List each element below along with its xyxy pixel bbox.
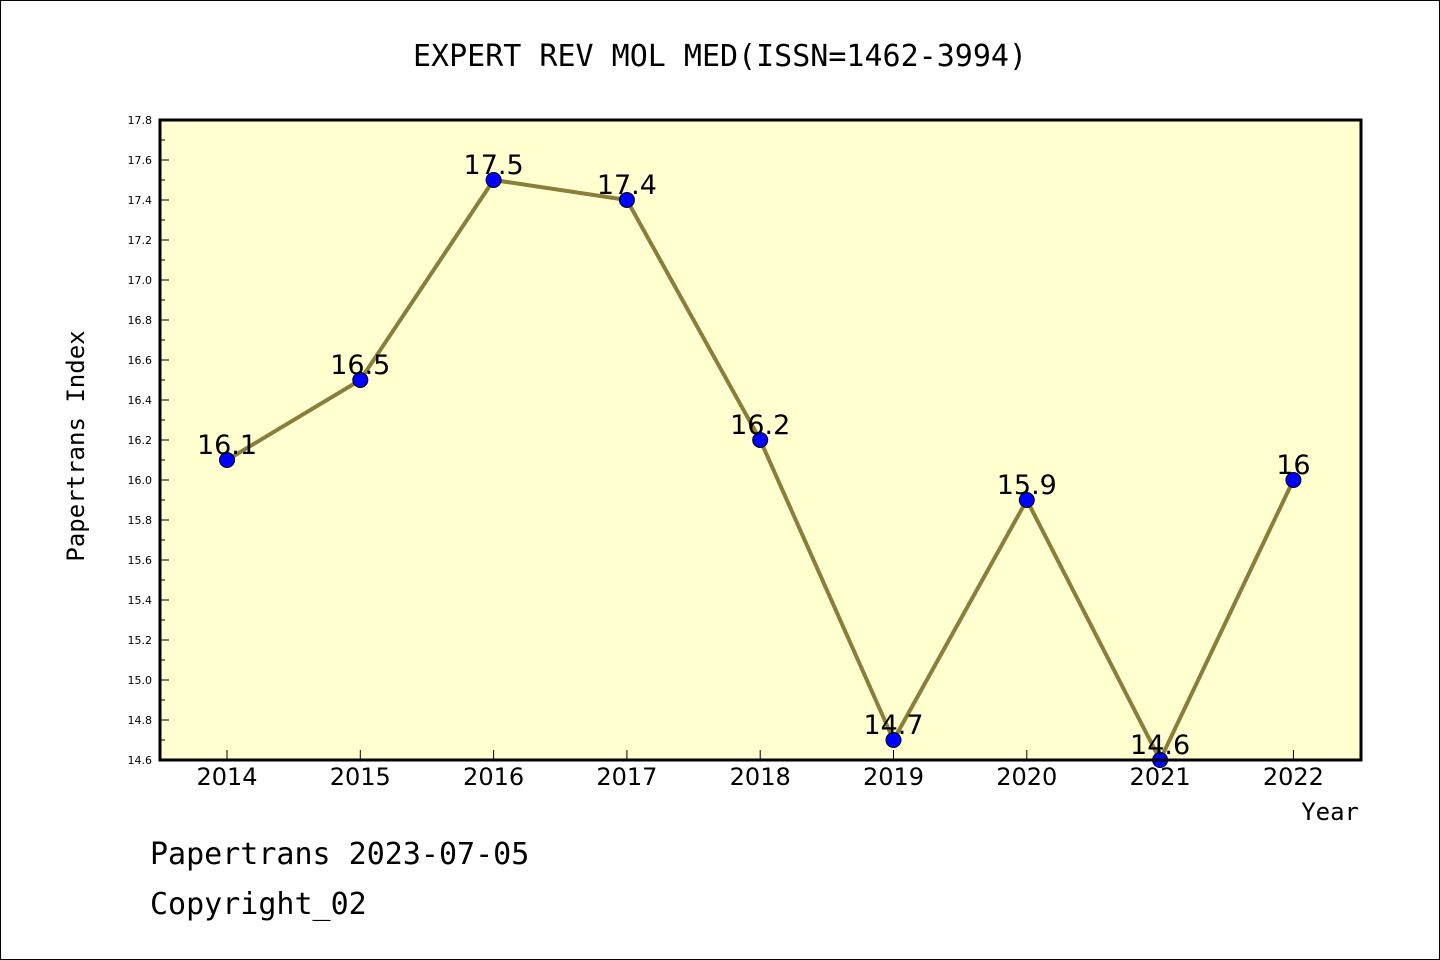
y-tick-label: 15.4 [128,594,153,607]
x-axis-title: Year [1301,798,1359,826]
y-tick-label: 14.6 [128,754,153,767]
plot-frame [158,118,1363,762]
data-point [485,172,502,188]
x-axis: 2014 2015 2016 2017 2018 2019 2020 2021 2022 [196,750,1324,791]
y-tick-label: 16.8 [128,314,153,327]
data-point [618,192,635,208]
data-point [219,452,235,468]
y-tick-label: 15.8 [128,514,153,527]
data-label: 14.6 [1130,730,1190,761]
data-labels: 16.1 16.5 17.5 17.4 16.2 14.7 15.9 14.6 16 [197,150,1311,761]
y-tick-label: 16.0 [128,474,153,487]
data-point [752,432,769,448]
y-tick-label: 16.2 [128,434,153,447]
x-tick-label: 2022 [1263,763,1324,791]
chart-title: EXPERT REV MOL MED(ISSN=1462-3994) [413,39,1027,74]
x-tick-label: 2017 [596,763,657,791]
y-tick-label: 15.0 [128,674,153,687]
y-tick-label: 17.8 [128,114,153,127]
y-tick-label: 16.4 [128,394,153,407]
data-point [885,732,902,748]
x-tick-label: 2014 [196,763,257,791]
x-tick-label: 2018 [730,763,791,791]
data-label: 16.1 [197,430,257,461]
y-axis: 14.6 14.8 15.0 15.2 15.4 15.6 15.8 16.0 16.2 16.4… [128,114,169,767]
y-tick-label: 15.6 [128,554,153,567]
y-tick-label: 14.8 [128,714,153,727]
y-tick-label: 16.6 [128,354,153,367]
data-label: 16.5 [330,350,390,381]
data-label: 17.5 [464,150,524,181]
data-label: 15.9 [997,470,1057,501]
data-point [1018,492,1035,508]
footer-date: Papertrans 2023-07-05 [150,837,529,872]
y-tick-label: 17.2 [128,234,153,247]
x-tick-label: 2019 [863,763,924,791]
data-point [352,372,369,388]
y-axis-title: Papertrans Index [62,330,90,561]
data-point [1285,472,1302,488]
x-tick-label: 2015 [330,763,391,791]
data-label: 14.7 [863,710,923,741]
y-tick-label: 17.4 [128,194,153,207]
data-label: 16 [1276,450,1310,481]
x-tick-label: 2016 [463,763,524,791]
footer-copyright: Copyright_02 [150,887,367,922]
data-label: 16.2 [730,410,790,441]
y-tick-label: 17.6 [128,154,153,167]
y-tick-label: 17.0 [128,274,153,287]
data-label: 17.4 [597,170,657,201]
x-tick-label: 2020 [996,763,1057,791]
y-tick-label: 15.2 [128,634,153,647]
